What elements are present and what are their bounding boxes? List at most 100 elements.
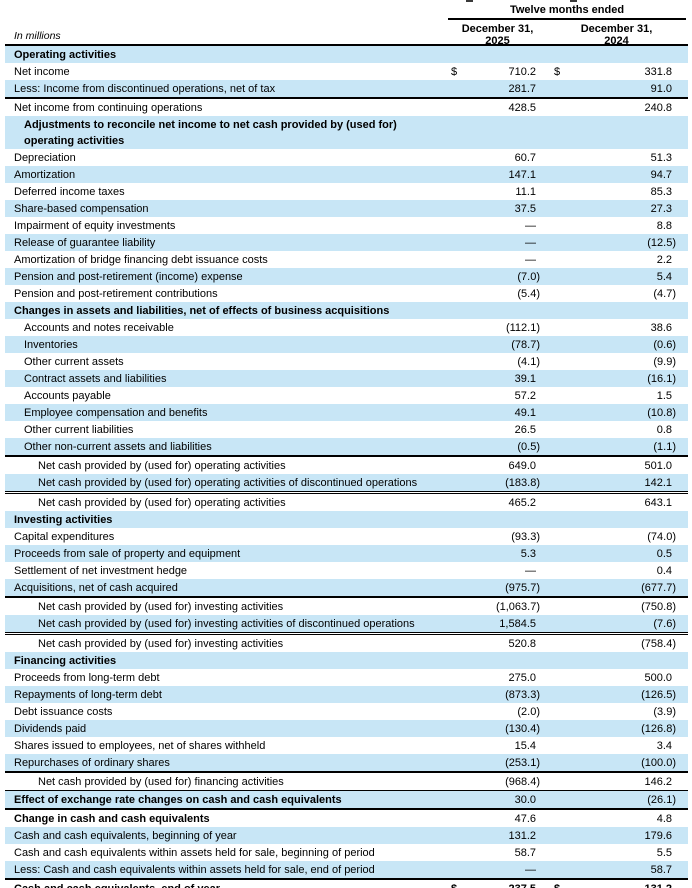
value-text: (677.7)	[641, 582, 676, 594]
value-text: 4.8	[656, 813, 672, 825]
value-2024: (74.0)	[540, 528, 688, 545]
dollar-sign: $	[554, 881, 560, 888]
value-2024	[540, 511, 688, 528]
value-text: 11.1	[515, 186, 536, 198]
value-text: 5.5	[656, 847, 672, 859]
value-2025: 147.1	[435, 166, 540, 183]
value-text: (112.1)	[505, 322, 540, 334]
value-2025: 11.1	[435, 183, 540, 200]
value-text: 501.0	[644, 460, 672, 472]
value-text: 60.7	[514, 152, 536, 164]
value-text: 85.3	[650, 186, 672, 198]
value-text: 500.0	[644, 672, 672, 684]
value-2024: 500.0	[540, 669, 688, 686]
value-text: (2.0)	[517, 706, 540, 718]
value-2025	[435, 511, 540, 528]
value-2025: $ 710.2	[435, 63, 540, 80]
value-2024: 1.5	[540, 387, 688, 404]
row-label: Contract assets and liabilities	[24, 373, 167, 385]
dollar-sign: $	[451, 881, 457, 888]
value-2025: (873.3)	[435, 686, 540, 703]
value-text: 2.2	[656, 254, 672, 266]
table-header: In millions Twelve months ended December…	[5, 0, 688, 47]
value-text: (9.9)	[653, 356, 676, 368]
value-2025: —	[435, 562, 540, 579]
value-2024: (677.7)	[540, 579, 688, 596]
row-label: Operating activities	[14, 49, 117, 61]
value-text: 465.2	[508, 497, 536, 509]
value-text: 3.4	[656, 740, 672, 752]
value-text: 30.0	[514, 794, 536, 806]
row-label: Effect of exchange rate changes on cash …	[14, 794, 342, 806]
column-header-2025: December 31, 2025	[461, 23, 534, 47]
value-text: 131.2	[508, 830, 536, 842]
value-2025: 131.2	[435, 827, 540, 844]
value-text: —	[525, 220, 536, 232]
value-2024: 0.5	[540, 545, 688, 562]
value-2024: 3.4	[540, 737, 688, 754]
table-row: Less: Cash and cash equivalents within a…	[5, 861, 688, 878]
row-label: Cash and cash equivalents within assets …	[14, 847, 375, 859]
row-label: Shares issued to employees, net of share…	[14, 740, 266, 752]
value-2025: (253.1)	[435, 754, 540, 771]
value-2025: 1,584.5	[435, 615, 540, 632]
value-text	[676, 49, 688, 61]
value-2024: 94.7	[540, 166, 688, 183]
table-row: Pension and post-retirement contribution…	[5, 285, 688, 302]
value-text: 91.0	[650, 83, 672, 95]
value-2025: (4.1)	[435, 353, 540, 370]
row-label: Deferred income taxes	[14, 186, 125, 198]
value-2025: —	[435, 234, 540, 251]
value-text	[676, 119, 688, 131]
value-text: 0.8	[656, 424, 672, 436]
value-2025: 37.5	[435, 200, 540, 217]
value-2024	[540, 652, 688, 669]
value-text: 5.4	[656, 271, 672, 283]
value-text: (10.8)	[647, 407, 676, 419]
value-2024: 4.8	[540, 810, 688, 827]
value-2025: (975.7)	[435, 579, 540, 596]
value-text: 15.4	[514, 740, 536, 752]
value-text: (16.1)	[647, 373, 676, 385]
table-row: Operating activities	[5, 46, 688, 63]
row-label: Capital expenditures	[14, 531, 115, 543]
value-2025: 649.0	[435, 457, 540, 474]
row-label: Repayments of long-term debt	[14, 689, 162, 701]
table-row: Repurchases of ordinary shares (253.1) (…	[5, 754, 688, 771]
value-text: (7.6)	[653, 618, 676, 630]
table-row: Cash and cash equivalents within assets …	[5, 844, 688, 861]
table-row: Change in cash and cash equivalents 47.6…	[5, 808, 688, 827]
value-text: (12.5)	[647, 237, 676, 249]
row-label: Adjustments to reconcile net income to n…	[24, 119, 397, 147]
value-2024: 38.6	[540, 319, 688, 336]
value-text: 240.8	[644, 102, 672, 114]
value-2025	[435, 46, 540, 63]
value-2025: (968.4)	[435, 773, 540, 790]
value-text: 1.5	[656, 390, 672, 402]
value-2024: 501.0	[540, 457, 688, 474]
table-row: Shares issued to employees, net of share…	[5, 737, 688, 754]
value-2024: 146.2	[540, 773, 688, 790]
table-row: Net income from continuing operations 42…	[5, 97, 688, 116]
value-2024: (758.4)	[540, 635, 688, 652]
row-label: Share-based compensation	[14, 203, 149, 215]
table-row: Cash and cash equivalents, beginning of …	[5, 827, 688, 844]
value-2024	[540, 302, 688, 319]
value-2024: 5.4	[540, 268, 688, 285]
value-2024: 643.1	[540, 494, 688, 511]
table-row: Settlement of net investment hedge — 0.4	[5, 562, 688, 579]
value-2025: —	[435, 217, 540, 234]
value-text: 520.8	[508, 638, 536, 650]
value-2025: 58.7	[435, 844, 540, 861]
value-2024	[540, 116, 688, 149]
value-2025	[435, 302, 540, 319]
row-label: Amortization of bridge financing debt is…	[14, 254, 268, 266]
value-2025: 428.5	[435, 99, 540, 116]
value-2024	[540, 46, 688, 63]
value-text: —	[525, 864, 536, 876]
row-label: Net cash provided by (used for) operatin…	[38, 460, 286, 472]
value-2024: 0.4	[540, 562, 688, 579]
value-2024: (4.7)	[540, 285, 688, 302]
value-text: —	[525, 565, 536, 577]
value-text: (100.0)	[641, 757, 676, 769]
